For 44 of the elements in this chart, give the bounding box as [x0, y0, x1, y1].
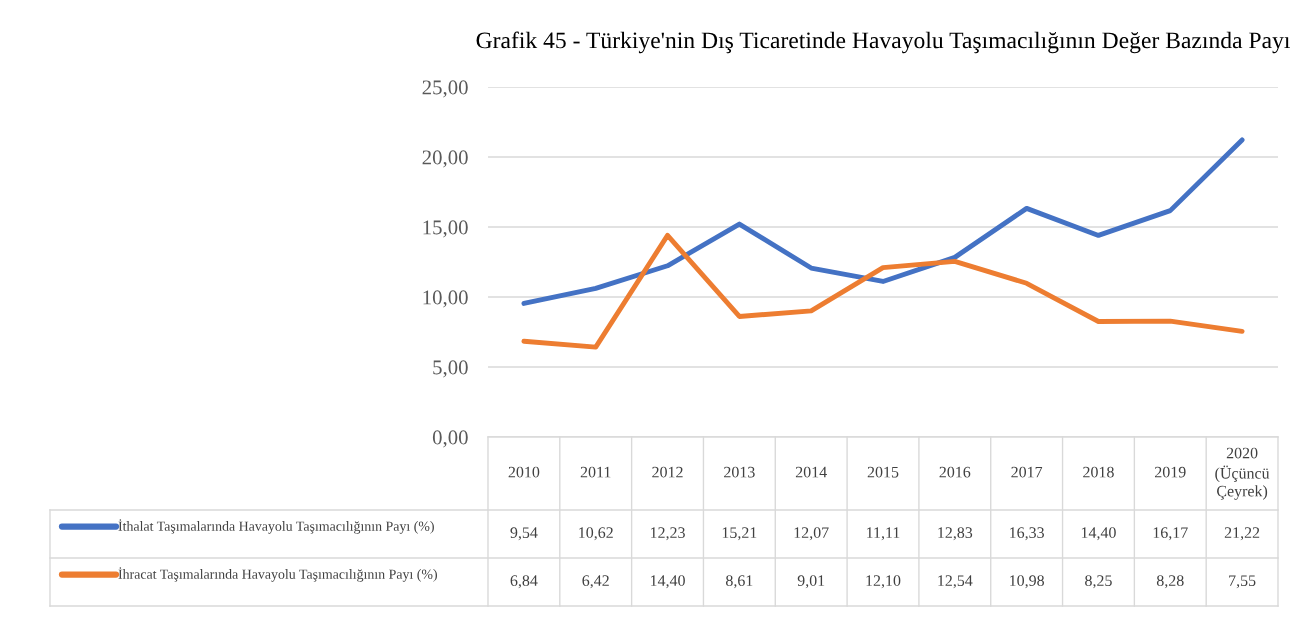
legend-label: İhracat Taşımalarında Havayolu Taşımacılığının Payı (%) [118, 567, 437, 582]
data-label: 8,28 [1156, 575, 1184, 589]
data-label: 16,33 [1010, 527, 1044, 541]
y-tick-label: 0,00 [432, 430, 468, 448]
y-tick-label: 25,00 [422, 80, 468, 98]
data-label: 9,01 [797, 575, 825, 589]
x-tick-label: 2017 [1011, 466, 1043, 478]
x-tick-label: 2016 [939, 466, 971, 478]
data-label: 6,42 [582, 575, 609, 589]
legend-label: İthalat Taşımalarında Havayolu Taşımacılığının Payı (%) [118, 519, 434, 534]
x-tick-label: 2012 [652, 466, 683, 478]
data-label: 6,84 [510, 575, 538, 589]
y-tick-label: 10,00 [423, 290, 468, 308]
data-label: 12,54 [938, 575, 973, 589]
x-tick-label: 2010 [508, 466, 540, 478]
x-tick-label: 2014 [795, 466, 827, 478]
data-label: 10,62 [579, 527, 613, 541]
data-label: 12,07 [794, 527, 829, 541]
y-tick-label: 5,00 [433, 360, 468, 378]
data-label: 12,10 [866, 575, 901, 589]
data-label: 14,40 [650, 575, 685, 589]
x-tick-label: 2020 (Üçüncü Çeyrek) [1215, 447, 1270, 500]
x-tick-label: 2013 [724, 466, 755, 478]
data-label: 8,25 [1085, 575, 1112, 589]
data-label: 15,21 [722, 527, 757, 541]
data-label: 10,98 [1010, 575, 1044, 589]
data-label: 21,22 [1224, 527, 1260, 541]
chart-title: Grafik 45 - Türkiye'nin Dış Ticaretinde Havayolu Taşımacılığının Değer Bazında Payı [476, 31, 1290, 54]
data-label: 14,40 [1081, 527, 1116, 541]
x-tick-label: 2011 [580, 466, 611, 478]
data-label: 11,11 [867, 527, 900, 541]
data-label: 12,83 [938, 527, 973, 541]
data-label: 8,61 [726, 575, 753, 589]
x-tick-label: 2015 [867, 466, 899, 478]
x-tick-label: 2019 [1155, 466, 1186, 478]
data-label: 7,55 [1229, 575, 1256, 589]
data-label: 9,54 [510, 527, 538, 541]
line-series [521, 137, 1245, 306]
x-tick-label: 2018 [1083, 466, 1114, 478]
data-label: 12,23 [650, 527, 685, 541]
line-series [521, 232, 1245, 350]
y-tick-label: 20,00 [422, 150, 468, 168]
data-label: 16,17 [1153, 527, 1188, 541]
y-tick-label: 15,00 [423, 220, 468, 238]
